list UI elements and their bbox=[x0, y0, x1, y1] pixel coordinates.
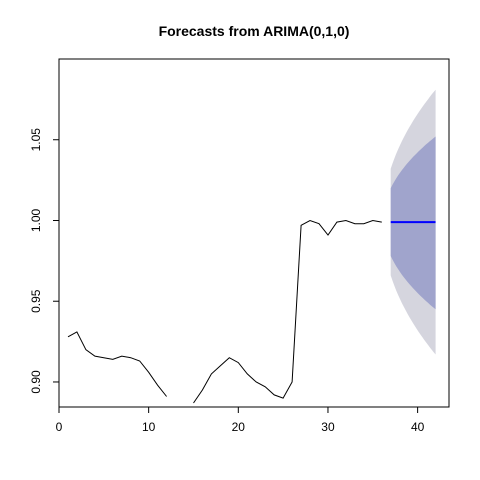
y-tick-label: 0.90 bbox=[29, 370, 43, 394]
x-tick-label: 40 bbox=[411, 420, 425, 434]
y-tick-label: 1.05 bbox=[29, 128, 43, 152]
y-axis: 0.90 0.95 1.00 1.05 bbox=[29, 128, 60, 394]
series-line-segment bbox=[67, 331, 167, 397]
plot-frame bbox=[58, 58, 450, 408]
x-tick-label: 30 bbox=[321, 420, 335, 434]
x-axis: 0 10 20 30 40 bbox=[56, 406, 425, 434]
series-line-segment bbox=[193, 219, 382, 404]
x-tick-label: 0 bbox=[56, 420, 63, 434]
chart-title: Forecasts from ARIMA(0,1,0) bbox=[159, 23, 350, 39]
y-tick-label: 0.95 bbox=[29, 289, 43, 313]
x-tick-label: 10 bbox=[142, 420, 156, 434]
x-tick-label: 20 bbox=[232, 420, 246, 434]
series-layer bbox=[67, 219, 382, 404]
y-tick-label: 1.00 bbox=[29, 208, 43, 232]
